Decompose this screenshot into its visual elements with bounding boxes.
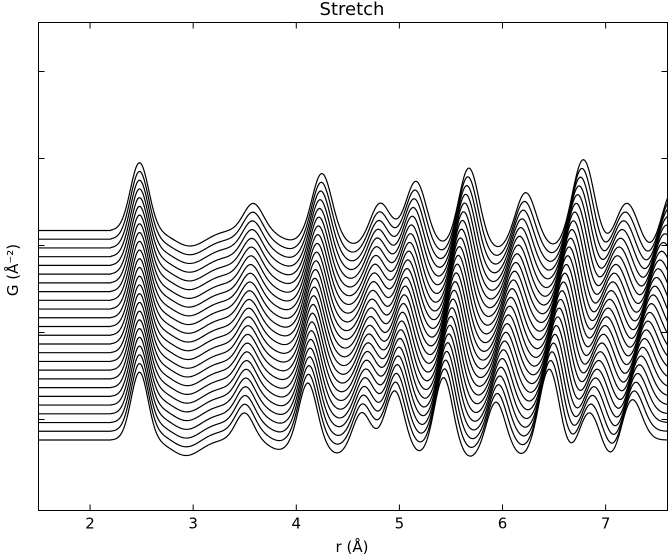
x-tick-label: 5 <box>395 515 405 533</box>
plot-frame <box>38 22 668 511</box>
series-line-8 <box>38 307 668 396</box>
series-line-5 <box>38 333 668 422</box>
x-tick-label: 3 <box>188 515 198 533</box>
series-line-6 <box>38 325 668 414</box>
series-line-13 <box>38 263 669 352</box>
series-line-10 <box>38 289 668 379</box>
series-line-22 <box>38 185 668 274</box>
series-line-4 <box>38 342 668 431</box>
series-line-3 <box>38 351 668 440</box>
chart-title: Stretch <box>320 0 385 20</box>
series-line-2 <box>38 359 668 448</box>
y-axis-label: G (Å⁻²) <box>3 244 22 296</box>
series-line-7 <box>38 316 668 405</box>
series-line-12 <box>38 272 669 361</box>
x-axis-ticks: 2 3 4 5 6 7 <box>85 22 611 533</box>
series-line-25 <box>38 159 669 248</box>
x-tick-label: 2 <box>85 515 95 533</box>
series-group <box>38 159 669 510</box>
x-tick-label: 7 <box>601 515 611 533</box>
series-line-24 <box>38 167 669 256</box>
x-tick-label: 6 <box>498 515 508 533</box>
x-tick-label: 4 <box>292 515 302 533</box>
series-line-1 <box>38 368 668 457</box>
series-line-16 <box>38 237 669 326</box>
series-line-23 <box>38 176 668 265</box>
x-axis-label: r (Å) <box>336 537 369 556</box>
series-line-14 <box>38 255 669 344</box>
y-axis-ticks <box>38 71 668 420</box>
series-line-11 <box>38 281 668 370</box>
series-line-15 <box>38 246 669 335</box>
series-line-9 <box>38 298 668 387</box>
series-fill-1 <box>38 369 668 510</box>
